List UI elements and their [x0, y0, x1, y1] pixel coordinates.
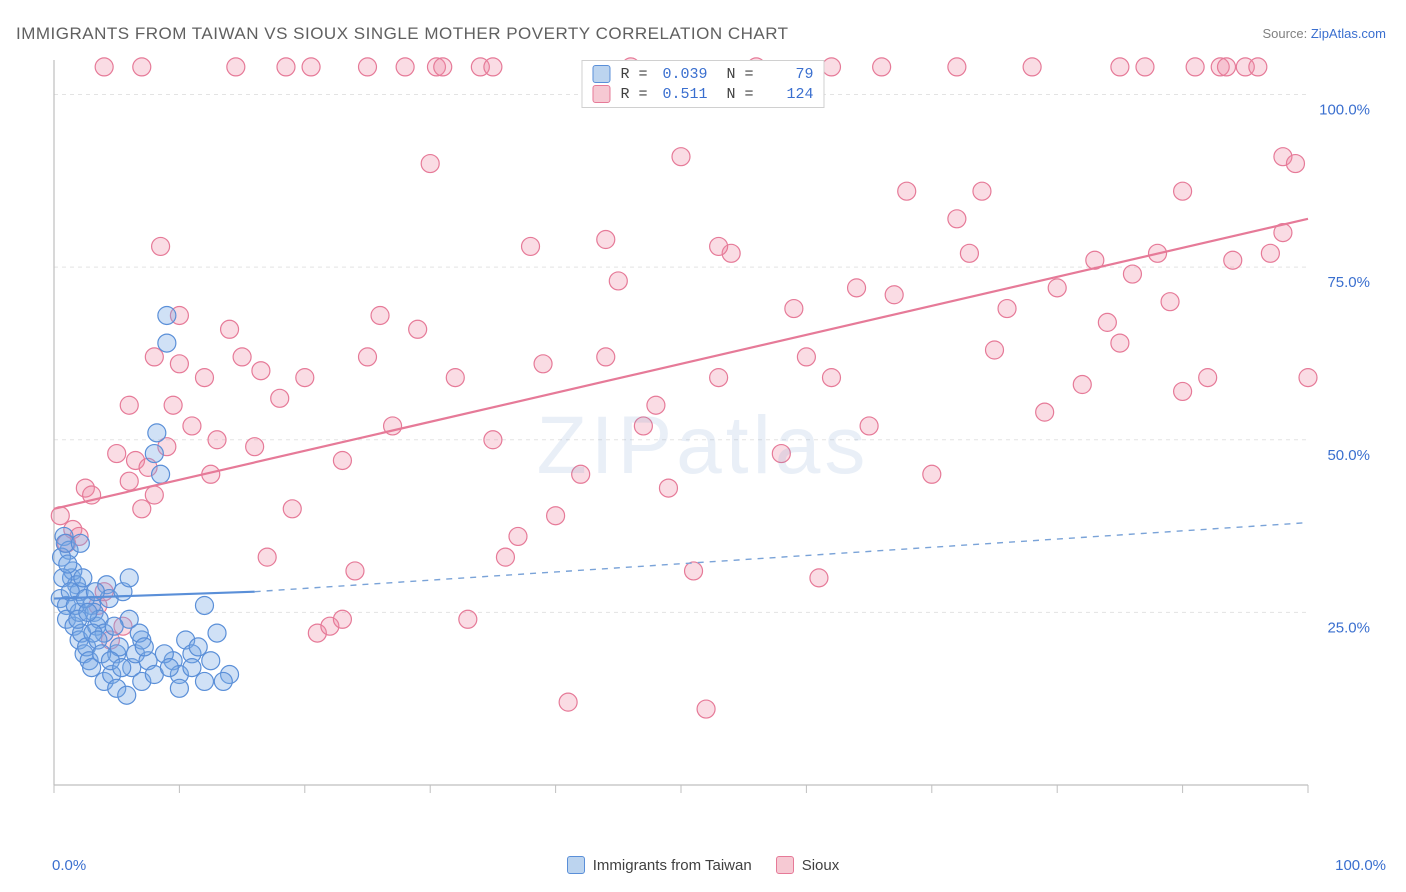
- legend-label-0: Immigrants from Taiwan: [593, 857, 752, 874]
- svg-text:50.0%: 50.0%: [1327, 447, 1370, 464]
- svg-text:100.0%: 100.0%: [1319, 102, 1370, 119]
- x-axis-min-label: 0.0%: [52, 857, 86, 874]
- bottom-legend: Immigrants from Taiwan Sioux: [0, 856, 1406, 874]
- plot-area: 25.0% 50.0% 75.0% 100.0%: [48, 55, 1388, 815]
- source-label: Source:: [1262, 26, 1310, 41]
- stats-swatch-1: [592, 85, 610, 103]
- source-link[interactable]: ZipAtlas.com: [1311, 26, 1386, 41]
- x-axis-max-label: 100.0%: [1335, 857, 1386, 874]
- stats-n-value-0: 79: [764, 66, 814, 83]
- legend-label-1: Sioux: [802, 857, 840, 874]
- legend-swatch-1: [776, 856, 794, 874]
- legend-item-1: Sioux: [776, 856, 840, 874]
- legend-swatch-0: [567, 856, 585, 874]
- stats-row-1: R = 0.511 N = 124: [592, 85, 813, 103]
- stats-r-label-1: R =: [620, 86, 647, 103]
- stats-row-0: R = 0.039 N = 79: [592, 65, 813, 83]
- stats-r-value-1: 0.511: [658, 86, 708, 103]
- legend-item-0: Immigrants from Taiwan: [567, 856, 752, 874]
- svg-text:75.0%: 75.0%: [1327, 274, 1370, 291]
- stats-n-label-0: N =: [718, 66, 754, 83]
- chart-title: IMMIGRANTS FROM TAIWAN VS SIOUX SINGLE M…: [16, 24, 789, 44]
- svg-text:25.0%: 25.0%: [1327, 619, 1370, 636]
- chart-container: IMMIGRANTS FROM TAIWAN VS SIOUX SINGLE M…: [0, 0, 1406, 892]
- stats-n-label-1: N =: [718, 86, 754, 103]
- stats-swatch-0: [592, 65, 610, 83]
- stats-r-label-0: R =: [620, 66, 647, 83]
- stats-legend: R = 0.039 N = 79 R = 0.511 N = 124: [581, 60, 824, 108]
- stats-r-value-0: 0.039: [658, 66, 708, 83]
- scatter-svg: 25.0% 50.0% 75.0% 100.0%: [48, 55, 1388, 815]
- stats-n-value-1: 124: [764, 86, 814, 103]
- source-credit: Source: ZipAtlas.com: [1262, 26, 1386, 41]
